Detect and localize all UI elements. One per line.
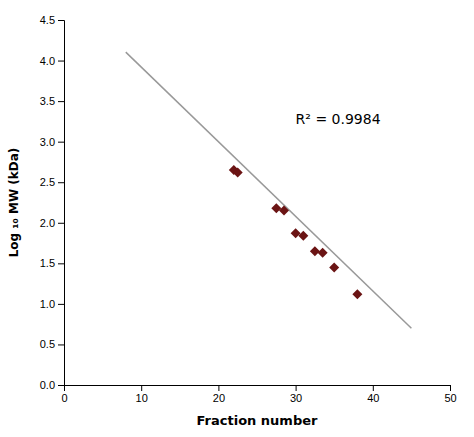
y-tick: 1.0 (40, 298, 64, 310)
x-tick-label: 10 (136, 392, 148, 404)
x-tick: 10 (136, 385, 148, 404)
x-tick-label: 30 (290, 392, 302, 404)
x-tick-mark (141, 385, 142, 391)
y-tick-label: 2.5 (40, 176, 55, 188)
y-tick-label: 0.5 (40, 338, 55, 350)
annotation: R² = 0.9984 (296, 111, 381, 127)
y-tick: 1.5 (40, 257, 64, 269)
scatter-point (318, 248, 328, 258)
y-tick-mark (58, 304, 64, 305)
x-tick-mark (296, 385, 297, 391)
y-tick-label: 3.0 (40, 136, 55, 148)
scatter-point (310, 246, 320, 256)
y-tick-label: 4.0 (40, 55, 55, 67)
x-tick-mark (218, 385, 219, 391)
y-tick-mark (58, 344, 64, 345)
x-axis-line (65, 386, 451, 392)
chart: 0 10 20 30 40 50 0.0 0.5 1.0 1.5 2.0 2.5 3.0 3.5 4.0 4.… (0, 0, 474, 437)
scatter-point (352, 289, 362, 299)
y-tick-label: 1.0 (40, 298, 55, 310)
x-tick: 0 (61, 385, 67, 404)
plot: 0 10 20 30 40 50 0.0 0.5 1.0 1.5 2.0 2.5 3.0 3.5 4.0 4.… (40, 14, 457, 404)
y-axis: 0.0 0.5 1.0 1.5 2.0 2.5 3.0 3.5 4.0 4.5 (40, 14, 65, 391)
y-tick: 0.0 (40, 379, 64, 391)
y-tick: 4.5 (40, 14, 64, 26)
x-tick-label: 40 (367, 392, 379, 404)
scatter-point (329, 262, 339, 272)
x-axis: 0 10 20 30 40 50 (61, 385, 456, 404)
y-axis-title: Log ₁₀ MW (kDa) (7, 148, 21, 258)
scatter-point (298, 231, 308, 241)
x-tick-label: 20 (213, 392, 225, 404)
y-tick-label: 0.0 (40, 379, 55, 391)
y-tick-label: 3.5 (40, 95, 55, 107)
y-tick-mark (58, 223, 64, 224)
y-tick-mark (58, 142, 64, 143)
y-axis-line (58, 21, 65, 386)
x-tick-label: 50 (444, 392, 456, 404)
y-tick: 3.5 (40, 95, 64, 107)
x-tick-label: 0 (61, 392, 67, 404)
x-tick-mark (373, 385, 374, 391)
y-tick-mark (58, 101, 64, 102)
x-tick: 50 (444, 385, 456, 404)
y-tick-label: 2.0 (40, 217, 55, 229)
y-tick-mark (58, 20, 64, 21)
y-tick: 0.5 (40, 338, 64, 350)
y-tick-mark (58, 61, 64, 62)
y-tick-mark (58, 385, 64, 386)
x-tick: 20 (213, 385, 225, 404)
y-tick: 2.5 (40, 176, 64, 188)
y-tick-label: 4.5 (40, 14, 55, 26)
regression-line (126, 52, 412, 328)
y-tick-mark (58, 182, 64, 183)
y-tick: 2.0 (40, 217, 64, 229)
x-tick: 30 (290, 385, 302, 404)
x-axis-title: Fraction number (197, 413, 318, 428)
y-tick: 4.0 (40, 55, 64, 67)
scatter-point (279, 206, 289, 216)
marks (126, 52, 412, 328)
y-tick-label: 1.5 (40, 257, 55, 269)
y-tick: 3.0 (40, 136, 64, 148)
x-tick: 40 (367, 385, 379, 404)
y-tick-mark (58, 263, 64, 264)
scatter-point (233, 167, 243, 177)
x-tick-mark (450, 385, 451, 391)
scatter-point (271, 203, 281, 213)
scatter-point (291, 228, 301, 238)
